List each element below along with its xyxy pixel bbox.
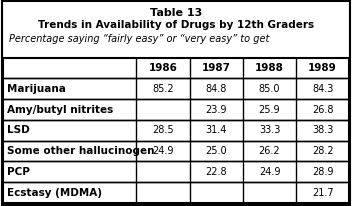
Text: 26.2: 26.2 bbox=[259, 146, 280, 156]
Text: 85.2: 85.2 bbox=[152, 84, 174, 94]
Text: 38.3: 38.3 bbox=[312, 125, 333, 135]
Text: 1986: 1986 bbox=[149, 63, 177, 73]
Text: 1988: 1988 bbox=[255, 63, 284, 73]
Text: Marijuana: Marijuana bbox=[7, 84, 66, 94]
Text: 84.8: 84.8 bbox=[206, 84, 227, 94]
Text: 33.3: 33.3 bbox=[259, 125, 280, 135]
Text: 1987: 1987 bbox=[202, 63, 231, 73]
Text: 25.0: 25.0 bbox=[205, 146, 227, 156]
Text: 28.2: 28.2 bbox=[312, 146, 333, 156]
Text: Percentage saying “fairly easy” or “very easy” to get: Percentage saying “fairly easy” or “very… bbox=[9, 34, 269, 44]
Text: 23.9: 23.9 bbox=[206, 105, 227, 115]
Text: Trends in Availability of Drugs by 12th Graders: Trends in Availability of Drugs by 12th … bbox=[38, 20, 314, 30]
Text: Amy/butyl nitrites: Amy/butyl nitrites bbox=[7, 105, 113, 115]
Text: 85.0: 85.0 bbox=[259, 84, 280, 94]
Text: 21.7: 21.7 bbox=[312, 187, 333, 198]
Text: 26.8: 26.8 bbox=[312, 105, 333, 115]
Text: 24.9: 24.9 bbox=[259, 167, 280, 177]
Text: 24.9: 24.9 bbox=[152, 146, 174, 156]
Text: 22.8: 22.8 bbox=[205, 167, 227, 177]
Text: 31.4: 31.4 bbox=[206, 125, 227, 135]
Text: LSD: LSD bbox=[7, 125, 30, 135]
Text: 84.3: 84.3 bbox=[312, 84, 333, 94]
Text: 28.9: 28.9 bbox=[312, 167, 333, 177]
Text: PCP: PCP bbox=[7, 167, 30, 177]
Text: 28.5: 28.5 bbox=[152, 125, 174, 135]
Text: Some other hallucinogen: Some other hallucinogen bbox=[7, 146, 155, 156]
Text: 25.9: 25.9 bbox=[259, 105, 280, 115]
Text: Ecstasy (MDMA): Ecstasy (MDMA) bbox=[7, 187, 102, 198]
Text: Table 13: Table 13 bbox=[150, 8, 202, 18]
Text: 1989: 1989 bbox=[308, 63, 337, 73]
